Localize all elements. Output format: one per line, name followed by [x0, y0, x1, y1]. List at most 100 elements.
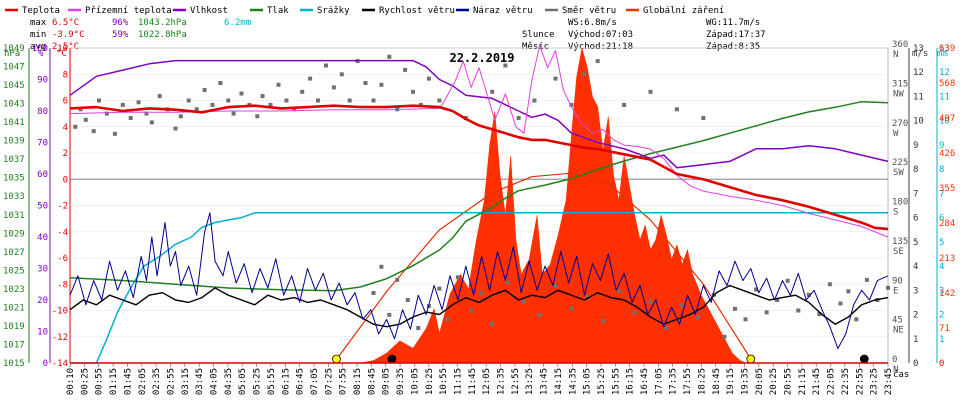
- x-tick-label: 07:25: [324, 368, 334, 395]
- series-7-point: [648, 299, 653, 304]
- x-tick-label: 23:25: [870, 368, 880, 395]
- wind-direction-degree-label: 180: [892, 198, 908, 208]
- x-tick-label: 05:05: [238, 368, 248, 395]
- series-7-point: [796, 308, 801, 313]
- humidity-tick-label: 70: [37, 139, 48, 149]
- series-7-point: [632, 310, 637, 315]
- series-7-point: [231, 111, 236, 116]
- series-5-line: [69, 284, 889, 328]
- wind-speed-tick-label: 1: [913, 335, 918, 345]
- series-7-point: [83, 117, 88, 122]
- wind-direction-compass-label: NW: [893, 89, 904, 99]
- sun-rise: Východ:07:03: [568, 30, 633, 40]
- x-tick-label: 00:10: [66, 368, 76, 395]
- series-7-point: [276, 82, 281, 87]
- pressure-tick-label: 1025: [3, 266, 25, 276]
- series-7-point: [437, 98, 442, 103]
- pressure-tick-label: 1017: [3, 340, 25, 350]
- x-tick-label: 14:35: [568, 368, 578, 395]
- x-tick-label: 12:55: [511, 368, 521, 395]
- temperature-tick-label: 8: [63, 70, 68, 80]
- sunset-marker: [746, 354, 756, 364]
- series-7-point: [149, 120, 154, 125]
- wind-speed-tick-label: 10: [913, 117, 924, 127]
- moonrise-marker: [859, 354, 869, 364]
- rain-tick-label: 10: [939, 117, 950, 127]
- series-7-point: [680, 303, 685, 308]
- wind-speed-tick-label: 8: [913, 165, 918, 175]
- stat-avg-label: avg: [30, 42, 46, 52]
- series-7-point: [886, 285, 890, 290]
- series-7-point: [503, 63, 508, 68]
- sun-label: Slunce: [522, 30, 555, 40]
- series-7-point: [144, 111, 149, 116]
- stat-min-hum: 59%: [112, 30, 129, 40]
- x-tick-label: 22:55: [855, 368, 865, 395]
- x-axis-label: čas: [893, 369, 909, 380]
- x-tick-label: 13:45: [540, 368, 550, 395]
- wind-direction-compass-label: N: [893, 50, 898, 60]
- x-tick-label: 20:25: [769, 368, 779, 395]
- radiation-tick-label: 355: [939, 184, 955, 194]
- series-7-point: [91, 129, 96, 134]
- series-7-point: [701, 116, 706, 120]
- pressure-unit-label: hPa: [4, 49, 20, 59]
- x-tick-label: 18:25: [697, 368, 707, 395]
- legend-label: Srážky: [317, 6, 350, 16]
- series-7-point: [173, 126, 178, 131]
- stat-min-press: 1022.8hPa: [138, 30, 187, 40]
- pressure-tick-label: 1019: [3, 322, 25, 332]
- series-2-line: [69, 59, 889, 169]
- series-4-line: [70, 212, 888, 364]
- x-tick-label: 07:05: [310, 368, 320, 395]
- series-7-point: [387, 312, 392, 317]
- series-7-point: [537, 312, 542, 317]
- x-tick-label: 03:15: [181, 368, 191, 395]
- x-tick-label: 02:35: [152, 368, 162, 395]
- series-7-point: [733, 306, 737, 311]
- pressure-tick-label: 1047: [3, 63, 25, 73]
- x-tick-label: 17:55: [683, 368, 693, 395]
- series-7-point: [553, 76, 558, 81]
- pressure-tick-label: 1041: [3, 118, 25, 128]
- pressure-tick-label: 1021: [3, 303, 25, 313]
- radiation-tick-label: 497: [939, 114, 955, 124]
- series-7-point: [97, 98, 101, 103]
- x-tick-label: 18:45: [712, 368, 722, 395]
- wind-speed-tick-label: 12: [913, 68, 924, 78]
- series-7-point: [455, 275, 460, 280]
- series-7-point: [395, 277, 400, 282]
- series-7-point: [585, 295, 590, 300]
- x-tick-label: 19:15: [726, 368, 736, 395]
- wind-gust-max: WG:11.7m/s: [706, 18, 760, 28]
- x-tick-label: 07:55: [339, 368, 349, 395]
- sun-moon-panel: WS:6.8m/s WG:11.7m/s Slunce Východ:07:03…: [522, 18, 766, 52]
- x-tick-label: 04:35: [224, 368, 234, 395]
- x-tick-label: 10:25: [425, 368, 435, 395]
- x-tick-label: 03:45: [195, 368, 205, 395]
- series-7-point: [622, 102, 627, 107]
- x-tick-label: 02:05: [138, 368, 148, 395]
- temperature-tick-label: 6: [63, 97, 68, 107]
- wind-direction-degree-label: 135: [892, 237, 908, 247]
- series-7-point: [516, 116, 521, 120]
- series-7-point: [157, 94, 162, 99]
- series-7-point: [416, 326, 421, 330]
- wind-direction-degree-label: 270: [892, 119, 908, 129]
- series-7-point: [775, 298, 780, 302]
- rain-tick-label: 1: [939, 335, 944, 345]
- series-7-point: [308, 76, 313, 81]
- x-tick-label: 06:15: [281, 368, 291, 395]
- rain-tick-label: 5: [939, 238, 944, 248]
- series-7-point: [764, 310, 769, 315]
- series-7-point: [405, 298, 410, 302]
- legend-label: Přízemní teplota: [85, 6, 172, 16]
- rain-tick-label: 12: [939, 68, 950, 78]
- x-tick-label: 11:45: [468, 368, 478, 395]
- x-tick-label: 09:35: [396, 368, 406, 395]
- series-7-point: [379, 82, 384, 87]
- wind-direction-compass-label: E: [893, 286, 898, 296]
- humidity-tick-label: 80: [37, 107, 48, 117]
- stat-max-temp: 6.5°C: [52, 18, 79, 28]
